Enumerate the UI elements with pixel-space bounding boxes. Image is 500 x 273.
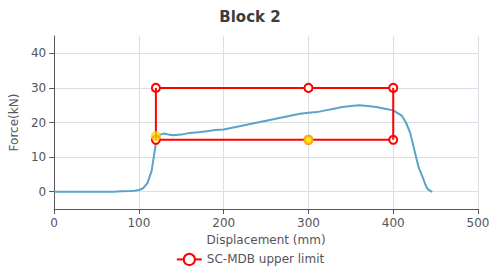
svg-text:100: 100 [127, 216, 150, 230]
svg-text:SC-MDB upper limit: SC-MDB upper limit [207, 252, 325, 266]
svg-text:Displacement (mm): Displacement (mm) [207, 233, 326, 247]
svg-text:Force(kN): Force(kN) [7, 94, 21, 152]
svg-text:40: 40 [31, 46, 46, 60]
svg-text:200: 200 [212, 216, 235, 230]
svg-text:Block 2: Block 2 [219, 8, 280, 26]
svg-text:0: 0 [50, 216, 58, 230]
svg-text:10: 10 [31, 150, 46, 164]
svg-text:500: 500 [467, 216, 490, 230]
svg-text:300: 300 [297, 216, 320, 230]
svg-text:400: 400 [382, 216, 405, 230]
svg-text:20: 20 [31, 116, 46, 130]
svg-text:30: 30 [31, 81, 46, 95]
svg-text:0: 0 [39, 185, 47, 199]
